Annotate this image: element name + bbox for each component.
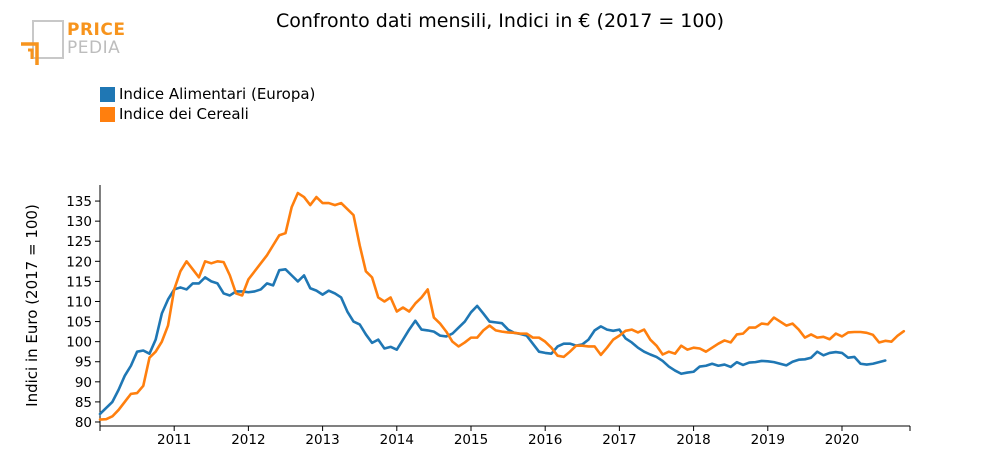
x-tick-label: 2014 xyxy=(380,432,414,448)
x-tick-label: 2019 xyxy=(751,432,785,448)
legend-swatch xyxy=(100,106,115,122)
series-layer xyxy=(98,191,906,421)
y-tick-label: 110 xyxy=(66,294,92,310)
y-tick-label: 135 xyxy=(66,194,92,210)
axes: 80 85 90 95 100 105 110 115 120 125 130 135 2011 2012… xyxy=(23,185,911,448)
logo-text-price: PRICE xyxy=(67,20,126,40)
y-tick-label: 80 xyxy=(75,415,92,431)
series-line xyxy=(98,268,887,416)
x-tick-label: 2016 xyxy=(528,432,562,448)
legend-label: Indice Alimentari (Europa) xyxy=(119,85,316,103)
y-tick-label: 85 xyxy=(75,395,92,411)
logo-mark-icon xyxy=(21,20,64,65)
legend-item[interactable]: Indice dei Cereali xyxy=(100,104,315,124)
legend-item[interactable]: Indice Alimentari (Europa) xyxy=(100,84,315,104)
y-axis-title: Indici in Euro (2017 = 100) xyxy=(23,204,41,407)
y-tick-label: 95 xyxy=(75,355,92,371)
y-tick-label: 130 xyxy=(66,214,92,230)
x-tick-label: 2015 xyxy=(454,432,488,448)
y-tick-label: 90 xyxy=(75,375,92,391)
series-line xyxy=(98,191,906,421)
x-tick-label: 2020 xyxy=(825,432,859,448)
x-tick-label: 2018 xyxy=(676,432,710,448)
y-tick-label: 100 xyxy=(66,335,92,351)
legend-label: Indice dei Cereali xyxy=(119,105,249,123)
x-tick-label: 2012 xyxy=(231,432,265,448)
chart-title: Confronto dati mensili, Indici in € (201… xyxy=(275,10,724,32)
logo-text-pedia: PEDIA xyxy=(67,38,121,58)
y-tick-label: 115 xyxy=(66,274,92,290)
x-tick-label: 2017 xyxy=(602,432,636,448)
y-tick-label: 125 xyxy=(66,234,92,250)
y-tick-label: 120 xyxy=(66,254,92,270)
x-tick-label: 2011 xyxy=(157,432,191,448)
legend: Indice Alimentari (Europa) Indice dei Ce… xyxy=(100,84,315,124)
x-tick-label: 2013 xyxy=(305,432,339,448)
pricepedia-logo: PRICE PEDIA xyxy=(20,19,130,69)
legend-swatch xyxy=(100,86,115,102)
y-tick-label: 105 xyxy=(66,315,92,331)
